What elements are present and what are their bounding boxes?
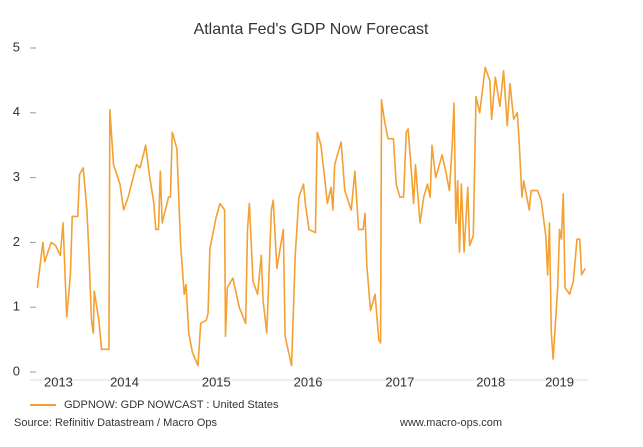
y-tick-label: 2 bbox=[13, 234, 20, 249]
y-tick-label: 5 bbox=[13, 39, 20, 54]
x-tick-label: 2019 bbox=[545, 374, 574, 389]
legend-label: GDPNOW: GDP NOWCAST : United States bbox=[64, 399, 279, 411]
chart-title: Atlanta Fed's GDP Now Forecast bbox=[194, 21, 429, 38]
x-tick-label: 2015 bbox=[202, 374, 231, 389]
x-tick-label: 2016 bbox=[294, 374, 323, 389]
x-tick-label: 2017 bbox=[385, 374, 414, 389]
x-tick-label: 2013 bbox=[44, 374, 73, 389]
y-tick-label: 1 bbox=[13, 299, 20, 314]
x-tick-label: 2014 bbox=[110, 374, 139, 389]
series-line bbox=[36, 66, 586, 367]
y-tick-label: 3 bbox=[13, 169, 20, 184]
y-tick-label: 4 bbox=[13, 104, 20, 119]
y-tick-label: 0 bbox=[13, 363, 20, 378]
source-note: Source: Refinitiv Datastream / Macro Ops bbox=[14, 417, 217, 429]
website-note: www.macro-ops.com bbox=[399, 417, 502, 429]
x-tick-label: 2018 bbox=[476, 374, 505, 389]
